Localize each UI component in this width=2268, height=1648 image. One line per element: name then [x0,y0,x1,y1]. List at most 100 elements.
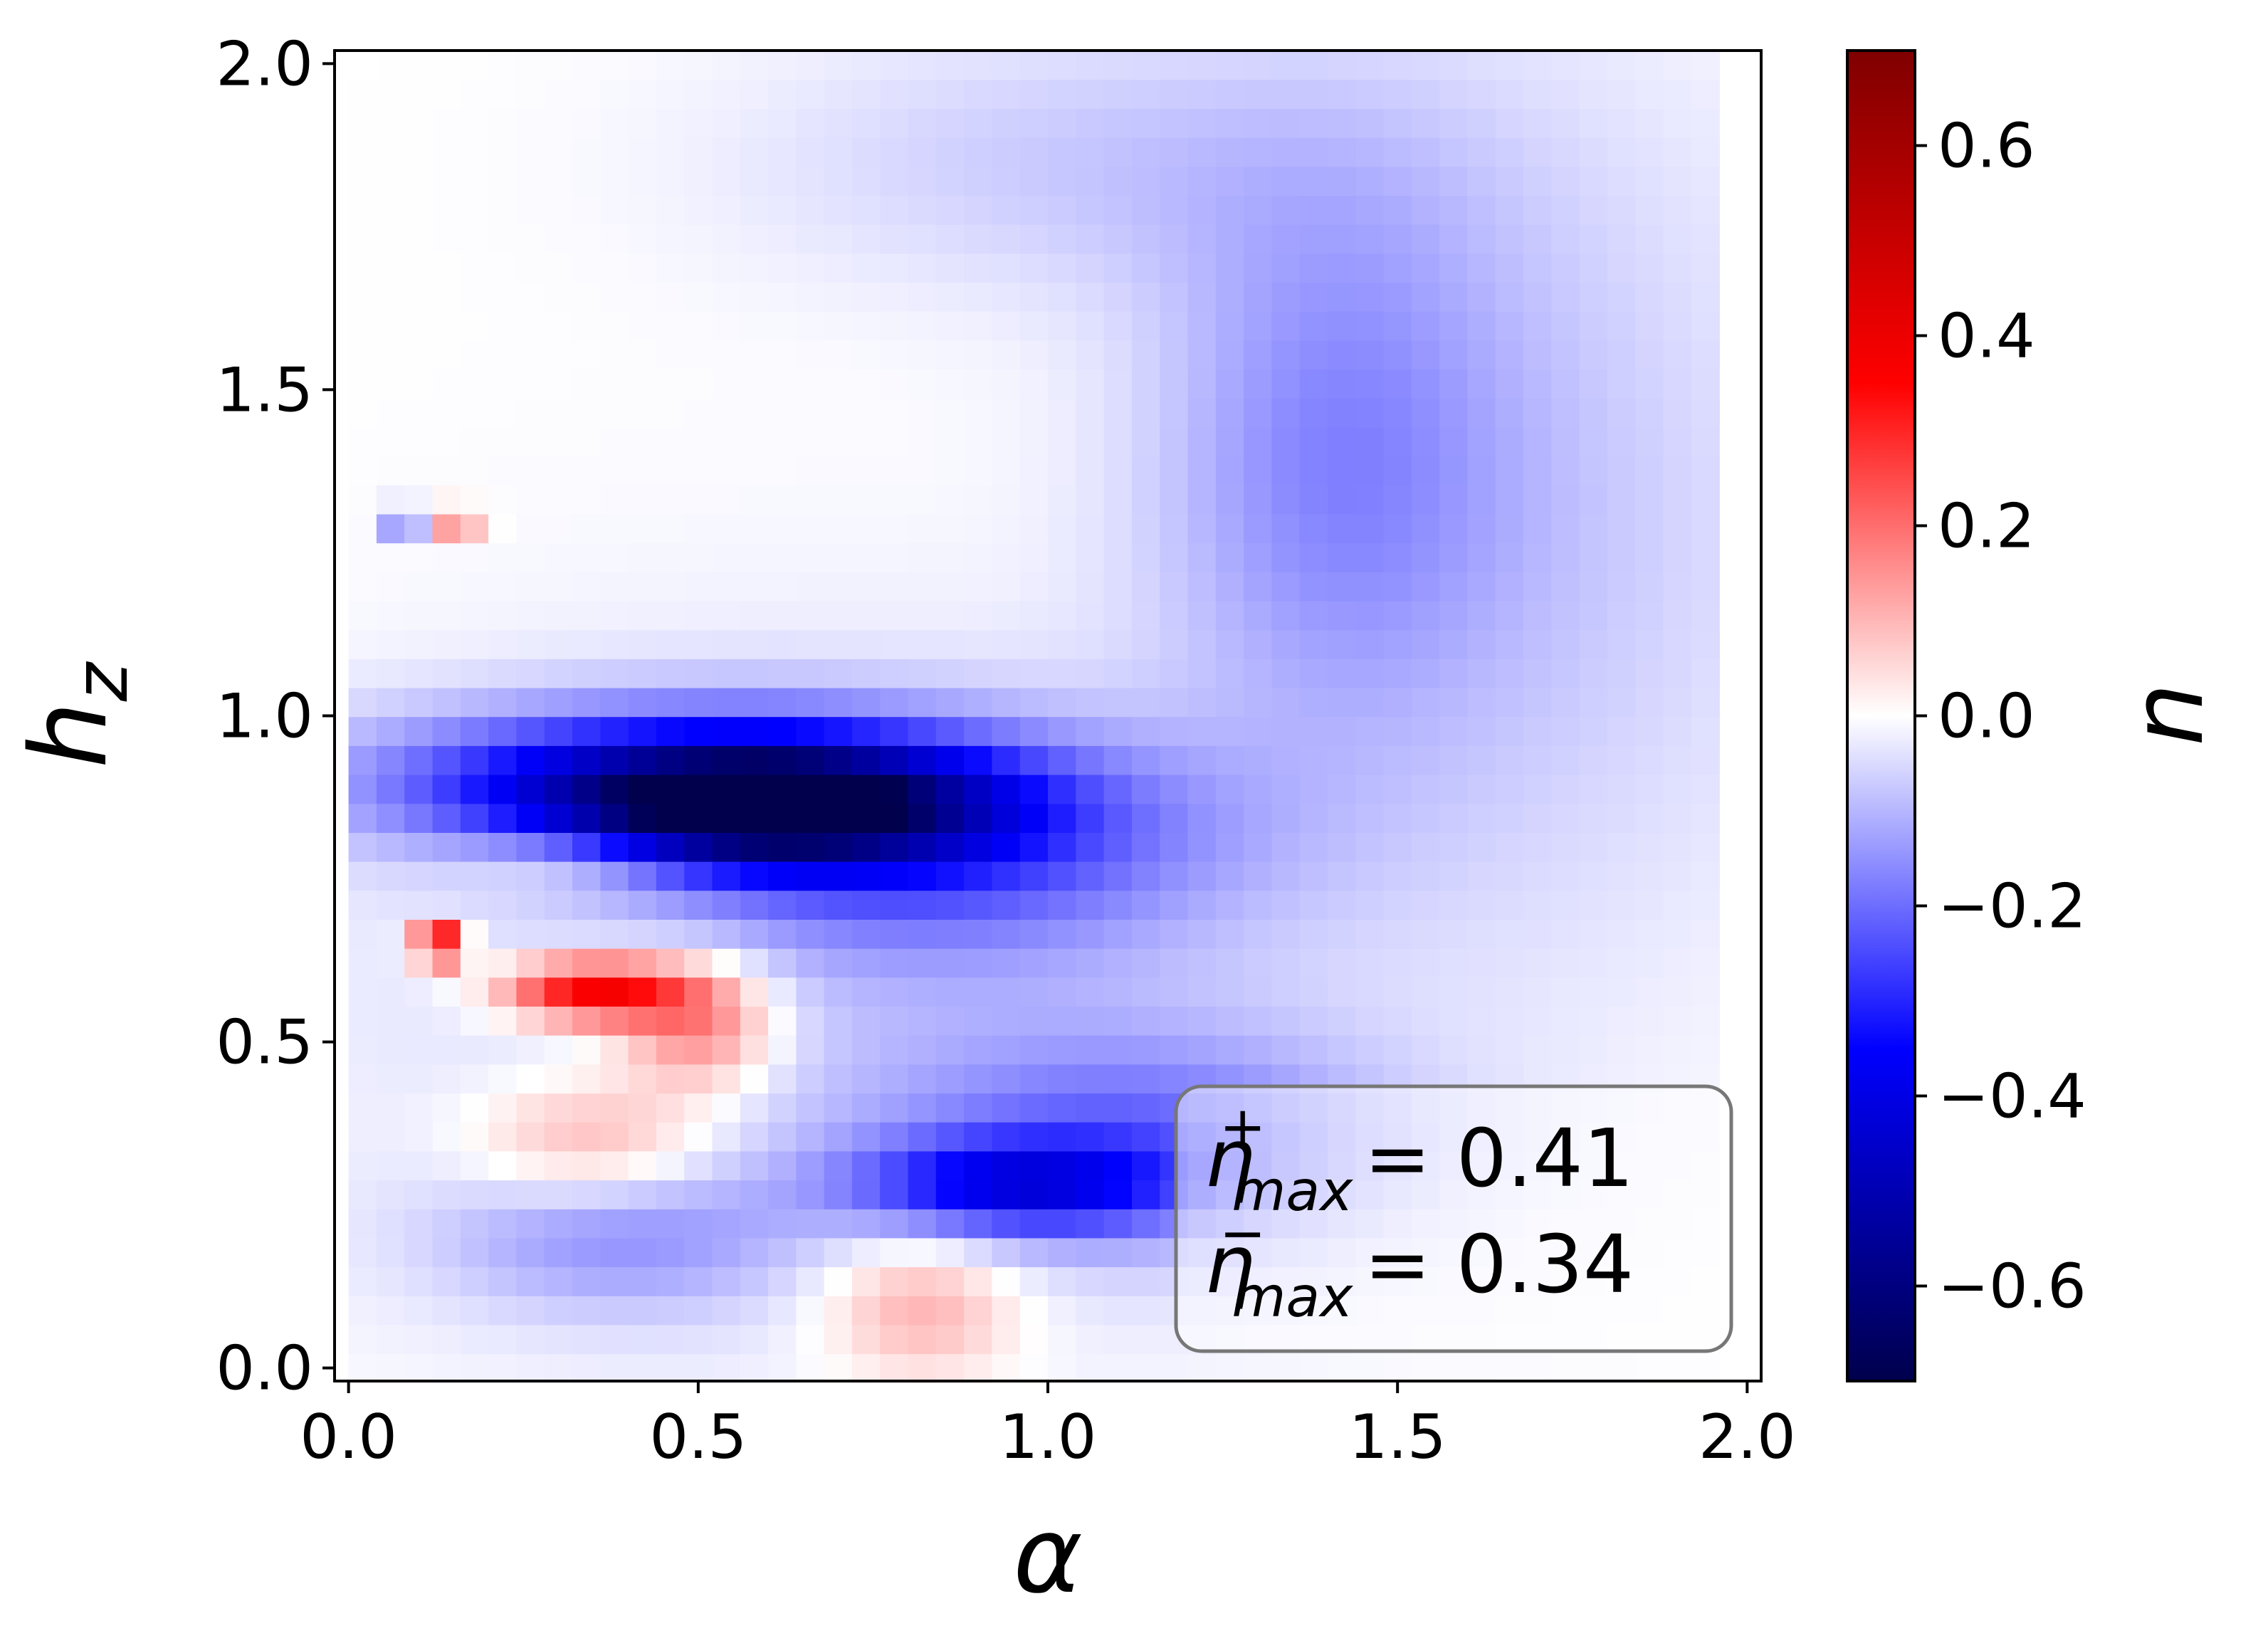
heatmap-cell [1131,572,1160,602]
heatmap-cell [1383,948,1412,978]
heatmap-cell [516,137,545,167]
heatmap-cell [1635,890,1664,920]
heatmap-cell [1244,948,1273,978]
heatmap-cell [1187,803,1217,833]
heatmap-cell [1411,716,1440,746]
heatmap-cell [1635,253,1664,283]
heatmap-cell [768,1006,797,1036]
heatmap-cell [768,340,797,370]
heatmap-cell [1663,745,1692,775]
heatmap-cell [1019,1237,1049,1268]
heatmap-cell [572,485,602,515]
heatmap-cell [460,513,489,544]
heatmap-cell [460,224,489,254]
heatmap-cell [768,687,797,718]
heatmap-cell [851,137,881,167]
heatmap-cell [908,398,937,428]
heatmap-cell [1663,310,1692,341]
heatmap-cell [851,572,881,602]
heatmap-cell [432,861,461,891]
heatmap-cell [964,195,993,225]
heatmap-cell [684,310,713,341]
heatmap-cell [908,340,937,370]
heatmap-cell [1439,108,1469,138]
heatmap-cell [1411,890,1440,920]
heatmap-cell [656,1353,685,1383]
heatmap-cell [572,310,602,341]
heatmap-cell [1691,253,1720,283]
heatmap-cell [1411,861,1440,891]
heatmap-cell [1019,1064,1049,1094]
heatmap-cell [1019,572,1049,602]
heatmap-cell [1523,456,1553,486]
heatmap-cell [1551,687,1580,718]
heatmap-cell [1467,1006,1496,1036]
heatmap-cell [432,890,461,920]
heatmap-cell [992,282,1021,312]
heatmap-cell [768,890,797,920]
heatmap-cell [1551,600,1580,631]
heatmap-cell [376,398,405,428]
heatmap-cell [684,803,713,833]
heatmap-cell [824,542,853,572]
heatmap-cell [628,310,657,341]
heatmap-cell [1019,1150,1049,1181]
heatmap-cell [656,50,685,80]
heatmap-cell [488,1093,518,1123]
heatmap-cell [488,948,518,978]
heatmap-cell [1607,340,1636,370]
heatmap-cell [768,108,797,138]
heatmap-cell [1523,340,1553,370]
heatmap-cell [1467,108,1496,138]
heatmap-cell [488,716,518,746]
heatmap-cell [684,166,713,196]
heatmap-cell [1355,716,1385,746]
heatmap-cell [1383,832,1412,862]
heatmap-cell [1103,108,1133,138]
heatmap-cell [656,1266,685,1296]
heatmap-cell [628,658,657,688]
heatmap-cell [1607,716,1636,746]
heatmap-cell [992,1006,1021,1036]
heatmap-cell [1663,426,1692,457]
heatmap-cell [1299,79,1328,109]
heatmap-cell [488,398,518,428]
heatmap-cell [1048,572,1077,602]
heatmap-cell [880,1064,909,1094]
heatmap-cell [1076,1093,1105,1123]
heatmap-cell [1579,774,1608,804]
heatmap-cell [935,687,965,718]
heatmap-cell [1579,485,1608,515]
heatmap-cell [796,137,825,167]
heatmap-cell [1076,1353,1105,1383]
heatmap-cell [935,310,965,341]
heatmap-cell [488,79,518,109]
heatmap-cell [935,1296,965,1326]
heatmap-cell [851,774,881,804]
heatmap-cell [1019,195,1049,225]
heatmap-cell [1244,542,1273,572]
heatmap-cell [1019,456,1049,486]
heatmap-cell [488,600,518,631]
heatmap-cell [851,398,881,428]
heatmap-cell [1495,919,1524,949]
heatmap-cell [572,369,602,399]
heatmap-cell [824,1034,853,1065]
heatmap-cell [768,253,797,283]
heatmap-cell [684,1324,713,1355]
heatmap-cell [1160,340,1189,370]
heatmap-cell [628,224,657,254]
heatmap-cell [572,398,602,428]
heatmap-cell [1244,977,1273,1007]
heatmap-cell [1523,716,1553,746]
heatmap-cell [1635,803,1664,833]
heatmap-cell [1439,861,1469,891]
heatmap-cell [712,253,741,283]
heatmap-cell [1131,1180,1160,1209]
heatmap-cell [572,108,602,138]
heatmap-cell [851,282,881,312]
heatmap-cell [851,253,881,283]
heatmap-cell [1244,832,1273,862]
heatmap-cell [1467,340,1496,370]
heatmap-cell [712,166,741,196]
